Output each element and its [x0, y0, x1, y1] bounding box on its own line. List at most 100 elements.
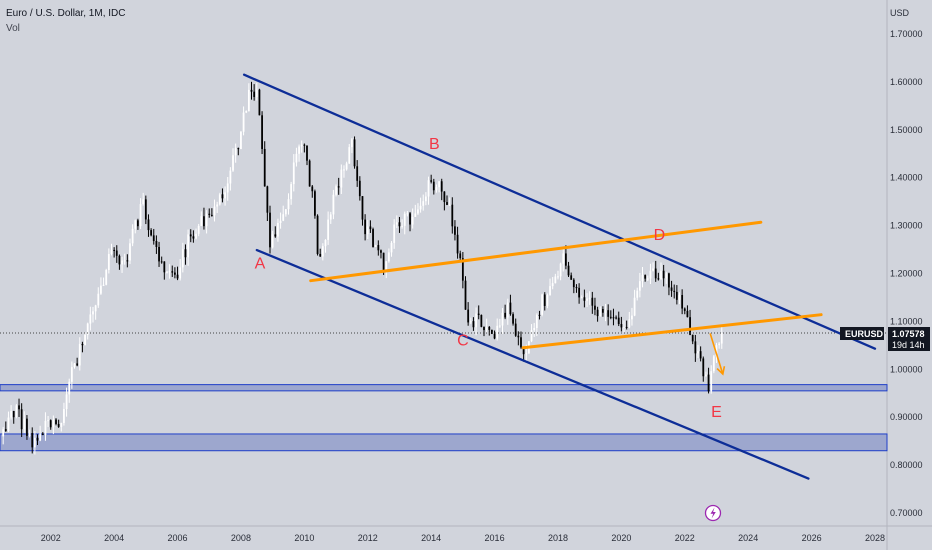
- candle-body: [559, 263, 562, 277]
- price-tick-label: 1.00000: [890, 364, 923, 374]
- candle-body: [535, 314, 538, 328]
- candle-body: [699, 351, 702, 359]
- price-tick-label: 0.90000: [890, 412, 923, 422]
- candle-body: [158, 246, 160, 262]
- candle-body: [321, 246, 324, 257]
- time-tick-label: 2008: [231, 533, 251, 543]
- candle-body: [596, 309, 599, 317]
- candle-body: [649, 270, 652, 279]
- price-axis[interactable]: USD 1.70000 1.60000 1.50000 1.40000 1.30000 1…: [890, 8, 923, 518]
- candle-body: [432, 181, 435, 191]
- candle-body: [435, 187, 438, 191]
- candle-body: [533, 327, 536, 331]
- time-tick-label: 2012: [358, 533, 378, 543]
- candle-body: [129, 243, 131, 261]
- candle-body: [78, 343, 81, 366]
- candle-body: [707, 374, 710, 392]
- volume-indicator-label[interactable]: Vol: [6, 23, 20, 34]
- candle-body: [609, 316, 612, 318]
- candle-body: [102, 284, 105, 286]
- time-tick-label: 2006: [168, 533, 188, 543]
- candle-body: [121, 260, 123, 265]
- candle-body: [324, 239, 327, 247]
- candle-body: [118, 255, 121, 265]
- candle-body: [646, 278, 649, 280]
- candle-body: [284, 209, 287, 215]
- candle-body: [496, 325, 499, 339]
- trend-line-lower-rising[interactable]: [521, 313, 823, 350]
- candle-body: [327, 219, 330, 240]
- candle-body: [247, 89, 250, 112]
- trend-line-upper-channel[interactable]: [242, 73, 877, 350]
- time-tick-label: 2022: [675, 533, 695, 543]
- candle-body: [369, 226, 372, 230]
- candle-body: [461, 258, 464, 281]
- event-lightning-icon[interactable]: [704, 504, 722, 522]
- candle-body: [662, 270, 665, 279]
- price-tick-label: 1.40000: [890, 173, 923, 183]
- candle-body: [549, 286, 551, 296]
- candle-body: [150, 230, 153, 236]
- candle-body: [668, 273, 670, 288]
- candle-body: [557, 276, 559, 278]
- candle-body: [152, 235, 155, 242]
- candle-body: [306, 145, 308, 161]
- candle-body: [660, 270, 662, 280]
- candle-body: [718, 343, 721, 346]
- candle-body: [493, 333, 496, 339]
- candle-body: [406, 213, 409, 215]
- projection-arrow-head: [716, 366, 726, 376]
- candle-body: [137, 220, 139, 227]
- candle-body: [229, 170, 232, 184]
- candle-body: [189, 234, 192, 237]
- candle-body: [168, 271, 171, 273]
- support-zone: [0, 433, 888, 452]
- candle-body: [76, 363, 79, 366]
- candle-body: [702, 358, 705, 377]
- trend-line-lower-channel[interactable]: [255, 248, 810, 480]
- last-price-symbol: EURUSD: [845, 329, 884, 339]
- time-axis[interactable]: 2002 2004 2006 2008 2010 2012 2014 2016 2018 2020…: [41, 533, 885, 543]
- candle-body: [179, 267, 182, 279]
- candle-body: [580, 297, 583, 299]
- candle-body: [504, 312, 507, 318]
- candle-body: [2, 429, 5, 437]
- candle-body: [387, 252, 390, 262]
- candle-body: [554, 276, 557, 284]
- candle-body: [356, 166, 359, 181]
- candle-body: [329, 214, 332, 220]
- candle-body: [348, 147, 351, 164]
- candle-body: [601, 309, 604, 313]
- candle-body: [670, 287, 673, 291]
- candle-body: [403, 213, 406, 226]
- time-tick-label: 2014: [421, 533, 441, 543]
- candle-body: [419, 205, 422, 210]
- candle-body: [472, 321, 475, 328]
- price-tick-label: 1.60000: [890, 77, 923, 87]
- candle-body: [572, 279, 575, 288]
- candle-body: [290, 184, 293, 200]
- candle-body: [353, 139, 356, 167]
- time-tick-label: 2002: [41, 533, 61, 543]
- candle-body: [308, 160, 311, 187]
- candle-body: [686, 310, 689, 318]
- candle-body: [68, 381, 71, 395]
- candle-body: [551, 283, 554, 287]
- price-tick-label: 0.80000: [890, 460, 923, 470]
- price-tick-label: 1.10000: [890, 316, 923, 326]
- projection-arrow-shaft[interactable]: [709, 333, 724, 375]
- candle-body: [250, 89, 253, 92]
- candle-body: [173, 272, 176, 275]
- candle-body: [380, 250, 382, 253]
- trend-line-upper-rising[interactable]: [309, 220, 763, 283]
- candle-body: [261, 115, 263, 149]
- candle-body: [678, 295, 681, 300]
- candle-body: [401, 225, 403, 227]
- price-tick-label: 0.70000: [890, 508, 923, 518]
- chart-title: Euro / U.S. Dollar, 1M, IDC: [6, 8, 126, 19]
- price-tick-label: 1.50000: [890, 125, 923, 135]
- candle-body: [216, 204, 219, 207]
- trend-lines: [242, 73, 877, 480]
- candle-body: [683, 308, 686, 311]
